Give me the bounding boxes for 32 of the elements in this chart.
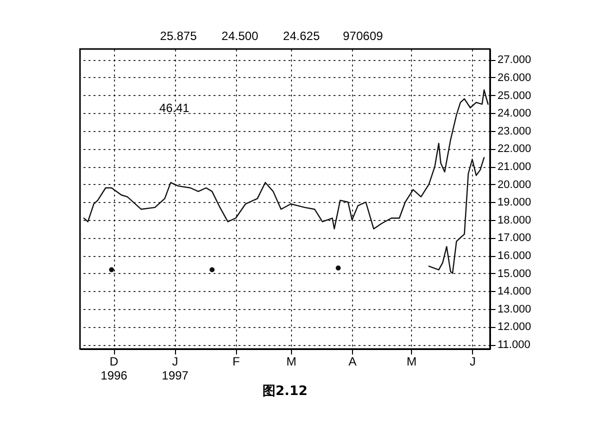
y-tick-label: 23.000 <box>498 125 532 138</box>
y-tick-label: 14.000 <box>498 286 532 298</box>
text: 24.500 <box>222 29 259 43</box>
x-tick-label: J <box>470 354 476 368</box>
y-tick-label: 22.000 <box>498 143 532 156</box>
y-tick-label: 21.000 <box>498 161 532 174</box>
y-tick-label: 17.000 <box>498 232 532 244</box>
x-tick-label: D 1996 <box>100 354 128 382</box>
y-tick-label: 27.000 <box>498 54 532 66</box>
x-tick-label: M <box>406 354 417 368</box>
y-tick-label: 19.000 <box>498 196 532 209</box>
y-tick-label: 20.000 <box>498 178 532 191</box>
annotation: 46.41 <box>159 101 190 115</box>
text: 24.625 <box>283 29 320 43</box>
text: 图2.12 <box>262 384 308 399</box>
y-tick-label: 26.000 <box>498 72 532 84</box>
y-tick-label: 11.000 <box>498 339 530 352</box>
line-series <box>83 89 489 230</box>
y-tick-label: 25.000 <box>498 90 532 102</box>
x-tick-label: M <box>286 354 296 368</box>
x-tick-label: A <box>348 354 357 368</box>
y-tick-label: 12.000 <box>498 321 532 334</box>
y-tick-label: 16.000 <box>498 250 532 262</box>
y-tick-label: 15.000 <box>498 268 532 280</box>
text: 25.875 <box>160 29 198 43</box>
y-tick-label: 13.000 <box>498 303 532 316</box>
y-tick-label: 24.000 <box>498 108 532 120</box>
x-tick-label: F <box>232 354 240 368</box>
x-tick-label: J 1997 <box>162 354 189 382</box>
line-series <box>428 157 485 274</box>
text: 970609 <box>342 29 384 43</box>
y-tick-label: 18.000 <box>498 214 532 226</box>
